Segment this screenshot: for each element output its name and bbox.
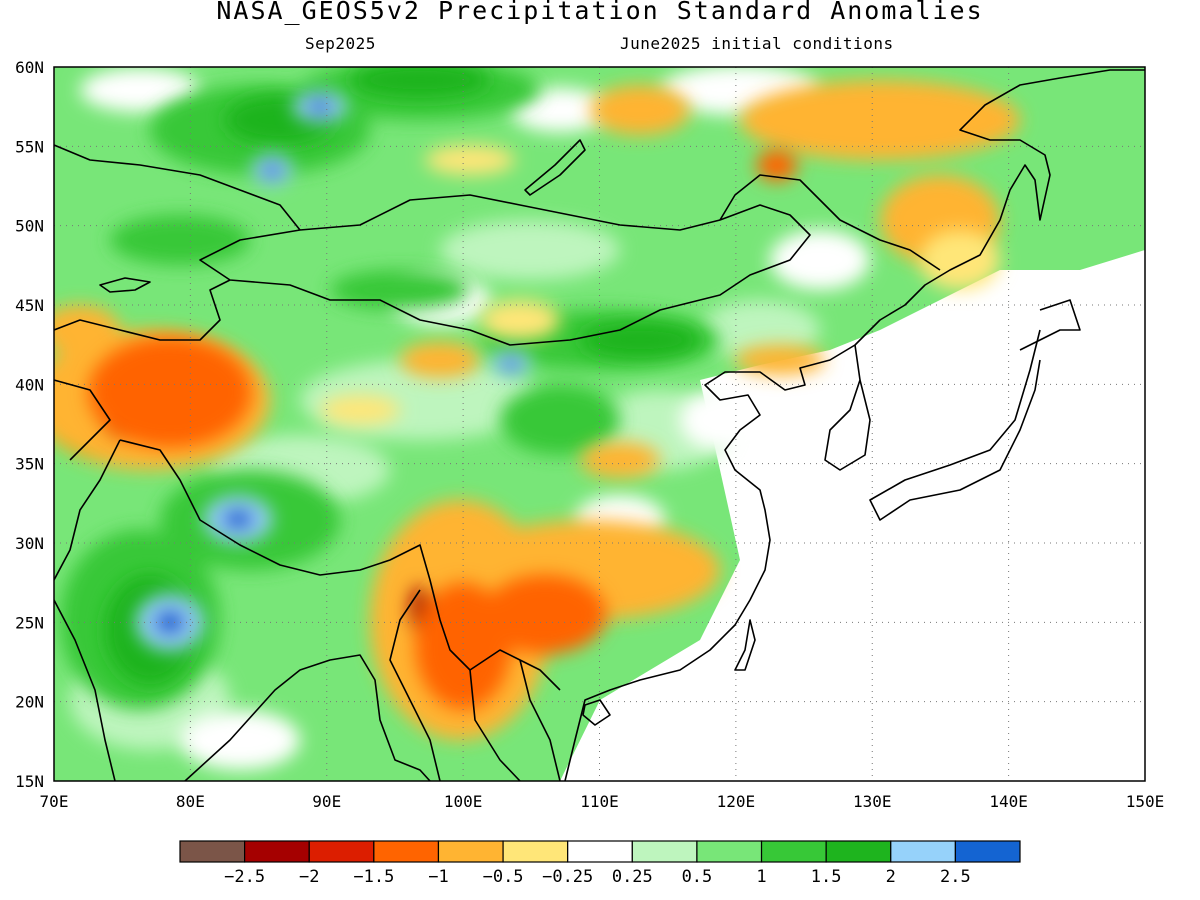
border-russia-china-northeast [719, 174, 941, 271]
colorbar-label: 1 [756, 867, 766, 887]
lon-label: 90E [312, 792, 341, 811]
lon-label: 80E [176, 792, 205, 811]
lat-label: 15N [15, 772, 44, 791]
lat-label: 45N [15, 296, 44, 315]
colorbar-label: −2 [299, 867, 319, 887]
colorbar-label: 0.5 [682, 867, 713, 887]
lat-label: 40N [15, 375, 44, 394]
anomaly-region-2 [88, 336, 252, 448]
coastline-hainan [582, 699, 611, 726]
colorbar-swatch [502, 840, 569, 863]
coastline-bay-of-bengal [184, 654, 431, 781]
lake-balkhash [99, 277, 151, 293]
coastline-india-west [54, 599, 116, 781]
colorbar-swatch [954, 840, 1021, 863]
anomaly-core-8 [152, 608, 187, 637]
colorbar-label: −2.5 [224, 867, 265, 887]
coastline-korea [824, 344, 871, 471]
colorbar-swatch [373, 840, 440, 863]
colorbar-swatch [631, 840, 698, 863]
border-mongolia [199, 194, 811, 346]
light-yellow-patches [320, 145, 1000, 425]
colorbar-labels: −2.5 −2 −1.5 −1 −0.5 −0.25 0.25 0.5 1 1.5 2 2.5 [224, 867, 971, 887]
colorbar-swatch [890, 840, 956, 863]
colorbar-swatch [760, 840, 827, 863]
lat-label: 55N [15, 137, 44, 156]
lon-label: 100E [444, 792, 483, 811]
border-indochina [389, 589, 561, 781]
colorbar-swatch [696, 840, 763, 863]
anomaly-region-6 [483, 574, 607, 655]
colorbar-label: 2.5 [940, 867, 971, 887]
lon-label: 150E [1126, 792, 1165, 811]
colorbar-label: −1 [428, 867, 448, 887]
colorbar-swatch [244, 840, 310, 863]
lat-label: 25N [15, 613, 44, 632]
lon-label: 130E [853, 792, 892, 811]
coastline-east-asia [564, 69, 1145, 781]
lat-label: 60N [15, 58, 44, 77]
colorbar-label: 2 [886, 867, 896, 887]
coastline-taiwan [734, 619, 756, 671]
colorbar-label: −0.25 [542, 867, 593, 887]
colorbar-label: −1.5 [353, 867, 394, 887]
border-himalaya [119, 439, 561, 691]
border-central-asia [54, 144, 301, 461]
border-india-pakistan [54, 439, 121, 581]
colorbar-swatch [825, 840, 892, 863]
colorbar-label: −0.5 [483, 867, 524, 887]
colorbar-swatch [308, 840, 375, 863]
lon-label: 70E [40, 792, 69, 811]
coastlines-and-borders [54, 69, 1145, 781]
latitude-labels: 15N 20N 25N 30N 35N 40N 45N 50N 55N 60N [15, 58, 44, 791]
colorbar-label: 1.5 [811, 867, 842, 887]
lon-label: 110E [580, 792, 619, 811]
colorbar-swatch [437, 840, 504, 863]
valid-month-label: Sep2025 [305, 34, 376, 53]
lat-label: 50N [15, 217, 44, 236]
lon-label: 140E [989, 792, 1028, 811]
map-frame [53, 66, 1146, 782]
anomaly-core-11 [261, 162, 283, 179]
longitude-labels: 70E 80E 90E 100E 110E 120E 130E 140E 150E [40, 792, 1165, 811]
colorbar-label: 0.25 [612, 867, 653, 887]
anomaly-region-7 [756, 149, 798, 182]
anomaly-core-10 [306, 98, 334, 115]
map-title: NASA_GEOS5v2 Precipitation Standard Anom… [216, 0, 984, 25]
lat-label: 30N [15, 534, 44, 553]
map-field [54, 67, 1145, 781]
anomaly-core-12 [500, 357, 522, 371]
lat-label: 35N [15, 455, 44, 474]
neutral-patches [80, 67, 870, 770]
lake-baikal [524, 139, 586, 196]
initial-conditions-label: June2025 initial conditions [620, 34, 894, 53]
coastline-japan [869, 299, 1081, 521]
lat-label: 20N [15, 693, 44, 712]
colorbar [179, 840, 1021, 863]
colorbar-swatch [567, 840, 633, 863]
anomaly-regions [88, 90, 798, 710]
anomaly-core-9 [221, 507, 256, 532]
neutral-region-east [560, 250, 1145, 781]
colorbar-swatch [179, 840, 246, 863]
lon-label: 120E [717, 792, 756, 811]
